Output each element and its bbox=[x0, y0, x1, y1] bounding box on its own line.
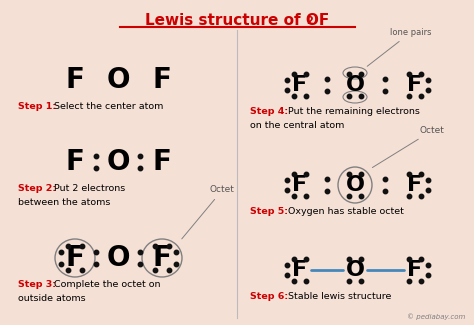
Text: F: F bbox=[292, 75, 308, 95]
Text: Put the remaining electrons: Put the remaining electrons bbox=[288, 107, 420, 116]
Text: F: F bbox=[408, 260, 422, 280]
Text: O: O bbox=[346, 175, 365, 195]
Text: Step 6:: Step 6: bbox=[250, 292, 288, 301]
Text: F: F bbox=[65, 66, 84, 94]
Text: O: O bbox=[346, 260, 365, 280]
Text: F: F bbox=[65, 148, 84, 176]
Text: F: F bbox=[153, 66, 172, 94]
Text: F: F bbox=[292, 175, 308, 195]
Text: Step 4:: Step 4: bbox=[250, 107, 288, 116]
Text: F: F bbox=[153, 148, 172, 176]
Text: Step 3:: Step 3: bbox=[18, 280, 56, 289]
Text: Octet: Octet bbox=[373, 126, 445, 168]
Text: O: O bbox=[346, 75, 365, 95]
Text: Complete the octet on: Complete the octet on bbox=[54, 280, 161, 289]
Text: 2: 2 bbox=[307, 16, 313, 26]
Text: F: F bbox=[65, 244, 84, 272]
Text: Stable lewis structure: Stable lewis structure bbox=[288, 292, 392, 301]
Text: Step 2:: Step 2: bbox=[18, 184, 56, 193]
Text: Octet: Octet bbox=[182, 186, 235, 239]
Text: O: O bbox=[106, 66, 130, 94]
Text: F: F bbox=[292, 260, 308, 280]
Text: F: F bbox=[408, 75, 422, 95]
Text: Put 2 electrons: Put 2 electrons bbox=[54, 184, 125, 193]
Text: Select the center atom: Select the center atom bbox=[54, 102, 164, 111]
Text: © pediabay.com: © pediabay.com bbox=[407, 313, 465, 320]
Text: Step 1:: Step 1: bbox=[18, 102, 56, 111]
Text: O: O bbox=[106, 148, 130, 176]
Text: on the central atom: on the central atom bbox=[250, 121, 345, 130]
Text: Lewis structure of OF: Lewis structure of OF bbox=[145, 13, 329, 28]
Text: Oxygen has stable octet: Oxygen has stable octet bbox=[288, 207, 404, 216]
Text: outside atoms: outside atoms bbox=[18, 294, 86, 303]
Text: between the atoms: between the atoms bbox=[18, 198, 110, 207]
Text: F: F bbox=[153, 244, 172, 272]
Text: F: F bbox=[408, 175, 422, 195]
Text: Step 5:: Step 5: bbox=[250, 207, 288, 216]
Text: O: O bbox=[106, 244, 130, 272]
Text: lone pairs: lone pairs bbox=[367, 28, 431, 66]
